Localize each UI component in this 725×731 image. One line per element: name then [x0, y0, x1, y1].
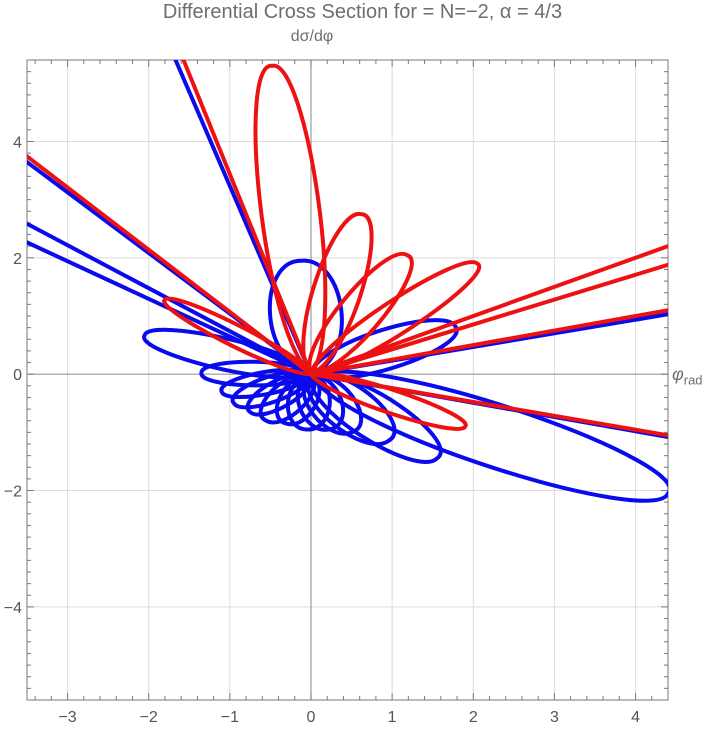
red-curve-petal: [308, 260, 482, 377]
blue-curve-petal: [308, 371, 443, 464]
y-tick-label: 2: [13, 251, 22, 268]
x-axis-label-main: φ: [672, 364, 684, 384]
x-tick-label: −1: [221, 709, 239, 726]
y-tick-label: −2: [4, 484, 22, 501]
blue-curve-petal: [219, 367, 313, 400]
x-axis-label: φrad: [672, 364, 703, 388]
x-tick-label: 3: [550, 709, 559, 726]
x-axis-label-sub: rad: [683, 372, 703, 388]
blue-curve-petal: [274, 372, 322, 427]
y-tick-label: 4: [13, 134, 22, 151]
chart-title: Differential Cross Section for = N=−2, α…: [162, 1, 563, 23]
x-tick-label: 0: [307, 709, 316, 726]
red-curve-ray: [308, 308, 668, 377]
blue-curve-petal: [308, 318, 459, 381]
x-tick-label: −3: [58, 709, 76, 726]
red-curve-petal: [308, 371, 468, 431]
x-tick-label: 4: [631, 709, 640, 726]
curves-group: [27, 60, 668, 503]
red-curve-petal: [162, 296, 313, 377]
blue-curve-petal: [301, 372, 364, 436]
x-tick-label: −2: [140, 709, 158, 726]
red-curve-ray: [308, 262, 668, 377]
red-curve-petal: [301, 212, 374, 377]
blue-curve-petal: [308, 369, 668, 503]
y-axis-label: dσ/dφ: [290, 28, 334, 45]
red-curve-petal: [307, 251, 414, 377]
y-tick-label: −4: [4, 600, 22, 617]
red-curve-petal: [253, 63, 328, 377]
y-tick-label: 0: [13, 367, 22, 384]
blue-curve-petal: [230, 369, 313, 410]
x-tick-label: 2: [469, 709, 478, 726]
x-tick-label: 1: [388, 709, 397, 726]
plot-frame: [26, 59, 669, 701]
red-curve-ray: [181, 60, 313, 377]
